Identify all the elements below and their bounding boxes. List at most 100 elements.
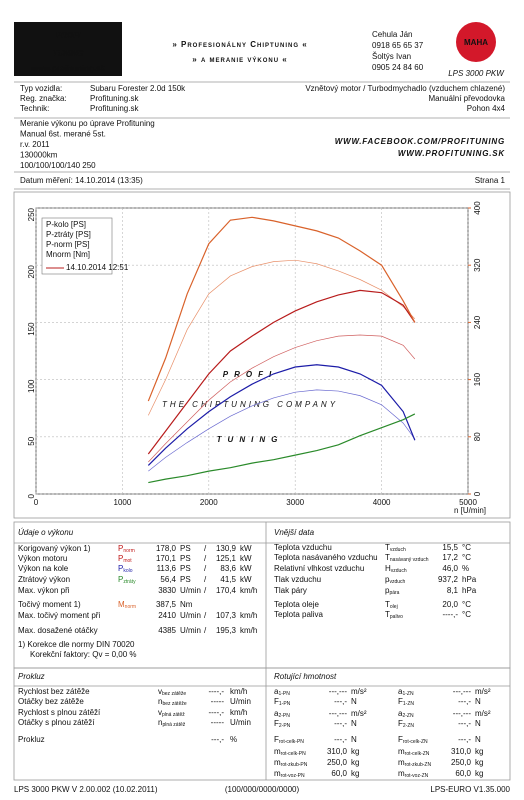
perf-value: 170,1 bbox=[156, 554, 177, 563]
rotating-value: 310,0 bbox=[451, 747, 472, 756]
perf-symbol-sub: mot bbox=[123, 558, 132, 564]
perf-separator: / bbox=[204, 564, 207, 573]
rotating-symbol-main: m bbox=[274, 769, 281, 778]
vehicle-detail: Manuální převodovka bbox=[429, 94, 506, 103]
slip-unit: km/h bbox=[230, 687, 247, 696]
ambient-label: Tlak vzduchu bbox=[274, 575, 321, 584]
watermark: THE CHIPTUNING COMPANY bbox=[162, 400, 338, 409]
ambient-symbol-sub: nasávaný vzduch bbox=[390, 557, 429, 563]
perf-value: 130,9 bbox=[216, 544, 237, 553]
series-line bbox=[147, 364, 416, 466]
perf-symbol: Pmot bbox=[118, 554, 132, 564]
perf-symbol-main: P bbox=[118, 564, 123, 573]
slip-value: ----,- bbox=[208, 708, 224, 717]
rotating-symbol: Frot-celk-PN bbox=[274, 735, 304, 745]
x-tick-label: 5000 bbox=[459, 498, 477, 507]
perf-label: Max. dosažené otáčky bbox=[18, 626, 98, 635]
legend-box bbox=[41, 217, 113, 275]
rotating-unit: N bbox=[475, 735, 481, 744]
perf-unit: kW bbox=[240, 564, 252, 573]
perf-unit: U/min bbox=[180, 611, 201, 620]
reference-line bbox=[148, 389, 416, 472]
rotating-value: 250,0 bbox=[327, 758, 348, 767]
note: r.v. 2011 bbox=[20, 140, 50, 149]
slip-label: Rychlost s plnou zátěží bbox=[18, 708, 101, 717]
vehicle-value: Profituning.sk bbox=[90, 104, 139, 113]
slip-symbol-main: v bbox=[158, 687, 162, 696]
ambient-symbol: ppára bbox=[385, 586, 400, 596]
rotating-symbol-sub: 1-PN bbox=[279, 701, 291, 707]
y2-tick-label: 320 bbox=[473, 258, 482, 272]
ambient-symbol-main: H bbox=[385, 564, 391, 573]
maha-model: LPS 3000 PKW bbox=[448, 69, 505, 78]
ambient-value: 937,2 bbox=[438, 575, 459, 584]
perf-value: 170,4 bbox=[216, 586, 237, 595]
perf-symbol-main: P bbox=[118, 575, 123, 584]
rotating-unit: m/s² bbox=[351, 687, 367, 696]
ambient-symbol-sub: vzduch bbox=[391, 568, 407, 574]
ambient-symbol: Tnasávaný vzduch bbox=[385, 553, 429, 563]
perf-value: 3830 bbox=[158, 586, 176, 595]
rotating-value: ---,--- bbox=[329, 687, 348, 696]
rotating-value: ---,--- bbox=[453, 709, 472, 718]
perf-value: 2410 bbox=[158, 611, 176, 620]
rotating-symbol-main: m bbox=[398, 758, 405, 767]
note: 130000km bbox=[20, 151, 58, 160]
slip-symbol: nbez zátěže bbox=[158, 697, 187, 707]
perf-value: 41,5 bbox=[220, 575, 236, 584]
ambient-symbol: Tpalivo bbox=[385, 610, 403, 620]
ambient-symbol: Tolej bbox=[385, 600, 398, 610]
rotating-value: ---,- bbox=[458, 697, 471, 706]
perf-label: Výkon motoru bbox=[18, 554, 67, 563]
series-line bbox=[147, 216, 416, 402]
y-tick-label: 0 bbox=[27, 493, 36, 498]
perf-unit: PS bbox=[180, 554, 191, 563]
ambient-label: Teplota oleje bbox=[274, 600, 319, 609]
ambient-symbol-main: T bbox=[385, 553, 390, 562]
rotating-value: ---,- bbox=[458, 719, 471, 728]
rotating-symbol: a2-ZN bbox=[398, 709, 414, 719]
rotating-symbol-main: F bbox=[398, 719, 403, 728]
perf-separator: / bbox=[204, 575, 207, 584]
vehicle-label: Reg. značka: bbox=[20, 94, 67, 103]
rotating-unit: kg bbox=[351, 769, 359, 778]
rotating-symbol-main: a bbox=[274, 709, 279, 718]
slip-symbol: nplná zátěž bbox=[158, 718, 186, 728]
rotating-symbol-main: F bbox=[398, 697, 403, 706]
ambient-unit: % bbox=[462, 564, 469, 573]
perf-symbol-sub: ztráty bbox=[123, 579, 136, 585]
x-tick-label: 0 bbox=[34, 498, 39, 507]
rotating-symbol-sub: 2-PN bbox=[278, 713, 290, 719]
slogan: » Profesionálny Chiptuning « bbox=[172, 40, 307, 49]
footnote: Korekční faktory: Qv = 0,00 % bbox=[30, 650, 137, 659]
ambient-unit: °C bbox=[462, 553, 471, 562]
ambient-symbol-main: p bbox=[385, 575, 390, 584]
y2-tick-label: 80 bbox=[473, 432, 482, 441]
logo-text: TUNING bbox=[53, 49, 84, 58]
perf-label: Ztrátový výkon bbox=[18, 575, 70, 584]
rotating-symbol-main: m bbox=[398, 769, 405, 778]
reference-line bbox=[148, 334, 416, 463]
rules bbox=[13, 81, 511, 781]
x-tick-label: 4000 bbox=[373, 498, 391, 507]
rotating-unit: N bbox=[475, 719, 481, 728]
perf-separator: / bbox=[204, 586, 207, 595]
rotating-unit: m/s² bbox=[475, 709, 491, 718]
rotating-symbol-sub: rot-celk-PN bbox=[281, 751, 306, 757]
perf-value: 56,4 bbox=[160, 575, 176, 584]
rotating-unit: N bbox=[351, 735, 357, 744]
ambient-symbol-main: T bbox=[385, 610, 390, 619]
rotating-value: ---,- bbox=[458, 735, 471, 744]
footnote: 1) Korekce dle normy DIN 70020 bbox=[18, 640, 135, 649]
ambient-value: 20,0 bbox=[442, 600, 458, 609]
slip-value: ----- bbox=[211, 697, 225, 706]
rotating-unit: kg bbox=[351, 758, 359, 767]
legend-entry: P-kolo [PS] bbox=[46, 220, 86, 229]
slip-label: Prokluz bbox=[18, 735, 45, 744]
rotating-unit: kg bbox=[475, 758, 483, 767]
vehicle-value: Profituning.sk bbox=[90, 94, 139, 103]
watermark: TUNING bbox=[217, 435, 284, 444]
slip-value: ---,- bbox=[211, 735, 224, 744]
rotating-value: 60,0 bbox=[331, 769, 347, 778]
slip-value: ----,- bbox=[208, 687, 224, 696]
